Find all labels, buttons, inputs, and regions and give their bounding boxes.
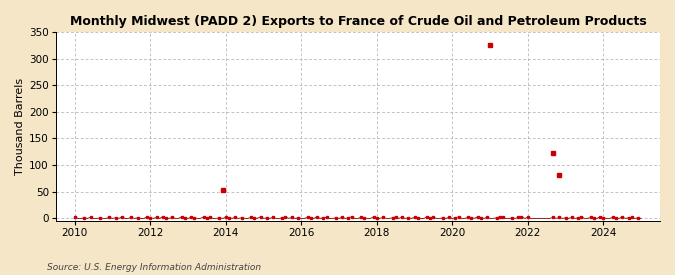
- Y-axis label: Thousand Barrels: Thousand Barrels: [15, 78, 25, 175]
- Text: Source: U.S. Energy Information Administration: Source: U.S. Energy Information Administ…: [47, 263, 261, 272]
- Title: Monthly Midwest (PADD 2) Exports to France of Crude Oil and Petroleum Products: Monthly Midwest (PADD 2) Exports to Fran…: [70, 15, 646, 28]
